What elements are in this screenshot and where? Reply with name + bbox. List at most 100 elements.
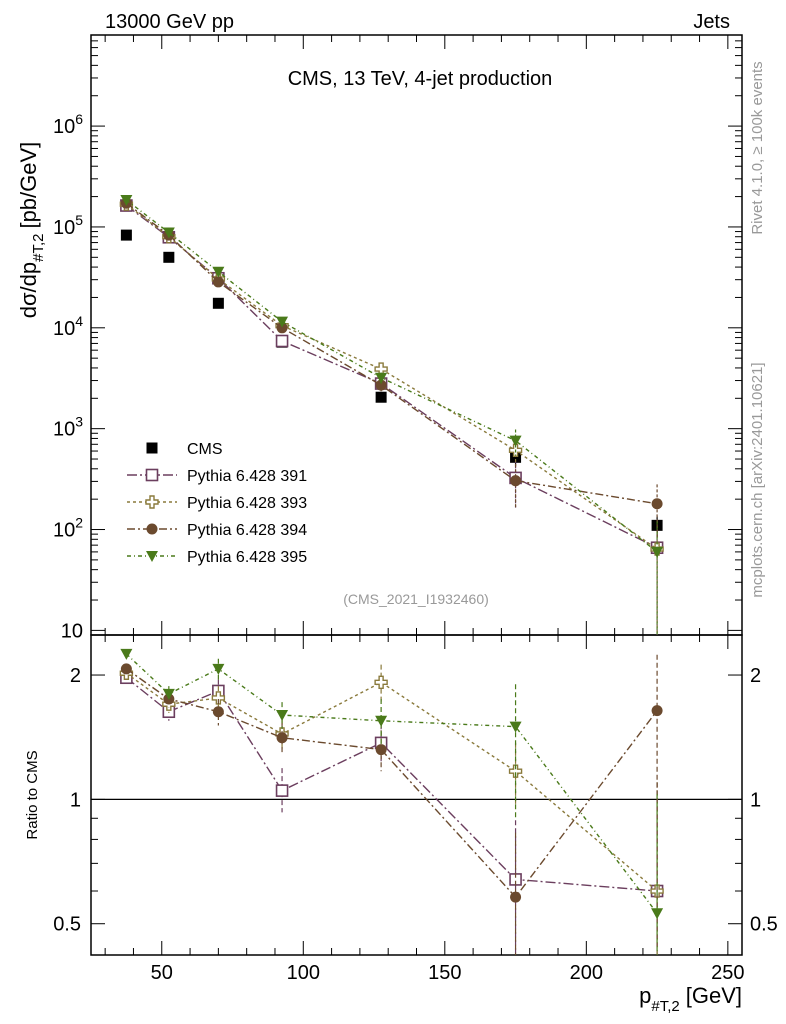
ratio-point-p394 bbox=[375, 744, 387, 756]
main-series-group bbox=[119, 194, 664, 635]
ratio-axis-ticks: 0.5 0.5 1 1 2 2 bbox=[53, 665, 778, 936]
legend-label-p393: Pythia 6.428 393 bbox=[187, 495, 307, 512]
main-point-cms bbox=[212, 297, 224, 309]
ratio-point-p395 bbox=[120, 648, 133, 660]
ratio-y-tick-label: 0.5 bbox=[53, 914, 81, 936]
main-point-p395 bbox=[162, 227, 175, 239]
main-y-tick-label-base: 10 bbox=[53, 116, 75, 138]
main-y-axis-label-unit: [pb/GeV] bbox=[16, 142, 41, 229]
ratio-point-p393 bbox=[211, 691, 226, 705]
legend-label-p394: Pythia 6.428 394 bbox=[187, 522, 307, 539]
main-point-p395 bbox=[120, 194, 133, 206]
main-y-tick-label-exp: 3 bbox=[75, 414, 83, 430]
ratio-y-tick-label: 2 bbox=[70, 665, 81, 687]
main-point-cms bbox=[510, 451, 522, 463]
main-point-p394 bbox=[510, 475, 522, 487]
main-point-p394 bbox=[651, 498, 663, 510]
ratio-point-p395 bbox=[162, 688, 175, 700]
ratio-line-p395 bbox=[125, 653, 658, 914]
ratio-line-p394 bbox=[125, 668, 658, 899]
main-y-tick-label-base: 10 bbox=[53, 318, 75, 340]
x-tick-label: 100 bbox=[287, 962, 320, 984]
main-point-cms bbox=[375, 391, 387, 403]
ratio-line-p391 bbox=[125, 677, 658, 892]
x-axis-label: p#T,2 [GeV] bbox=[639, 983, 742, 1015]
ratio-point-p395 bbox=[375, 715, 388, 727]
main-y-tick-label: 103 bbox=[53, 414, 83, 441]
main-y-axis-label-sub: #T,2 bbox=[30, 234, 47, 262]
legend-marker-cms bbox=[146, 442, 158, 454]
main-y-tick-label: 102 bbox=[53, 515, 83, 542]
ratio-point-p395 bbox=[509, 721, 522, 733]
main-y-axis-label: dσ/dp#T,2 [pb/GeV] bbox=[16, 142, 47, 319]
ratio-y-axis-label: Ratio to CMS bbox=[24, 750, 41, 839]
legend: CMS Pythia 6.428 391 Pythia 6.428 393 Pythi… bbox=[127, 441, 307, 566]
main-point-p395 bbox=[509, 435, 522, 447]
x-axis-label-unit: [GeV] bbox=[686, 983, 742, 1008]
main-point-cms bbox=[163, 251, 175, 263]
ratio-point-p394 bbox=[651, 705, 663, 717]
main-point-p395 bbox=[651, 546, 664, 558]
legend-label-p395: Pythia 6.428 395 bbox=[187, 549, 307, 566]
chart-title: CMS, 13 TeV, 4-jet production bbox=[288, 68, 553, 90]
ratio-series-group bbox=[119, 648, 664, 955]
ratio-point-p393 bbox=[374, 675, 388, 690]
x-tick-label: 50 bbox=[151, 962, 173, 984]
main-y-tick-label: 105 bbox=[53, 212, 83, 239]
legend-marker-p393 bbox=[145, 495, 159, 509]
main-y-tick-label: 106 bbox=[53, 111, 83, 138]
main-y-tick-label: 104 bbox=[53, 313, 83, 340]
main-point-p395 bbox=[212, 266, 225, 278]
main-point-p395 bbox=[375, 372, 388, 384]
legend-label-cms: CMS bbox=[187, 441, 223, 458]
main-point-cms bbox=[120, 229, 132, 241]
main-y-tick-label-exp: 6 bbox=[75, 111, 83, 127]
legend-marker-p391 bbox=[145, 468, 159, 482]
rivet-version-label: Rivet 4.1.0, ≥ 100k events bbox=[749, 61, 766, 234]
legend-marker-p394 bbox=[146, 523, 158, 535]
ratio-panel-frame bbox=[90, 634, 743, 956]
main-y-tick-label-base: 10 bbox=[61, 620, 83, 642]
x-tick-label: 200 bbox=[570, 962, 603, 984]
x-axis-label-sub: #T,2 bbox=[651, 998, 679, 1015]
ratio-point-p394 bbox=[510, 891, 522, 903]
ratio-point-p393 bbox=[508, 764, 523, 778]
ratio-point-p394 bbox=[276, 732, 288, 744]
main-y-tick-label-exp: 2 bbox=[75, 515, 83, 531]
header-left-label: 13000 GeV pp bbox=[105, 11, 234, 33]
main-point-p394 bbox=[276, 322, 288, 334]
main-y-tick-label: 10 bbox=[61, 620, 83, 642]
header-right-label: Jets bbox=[693, 11, 730, 33]
main-y-tick-label-exp: 4 bbox=[75, 313, 83, 329]
ratio-line-p393 bbox=[125, 672, 658, 892]
x-tick-label: 250 bbox=[711, 962, 744, 984]
ratio-y-tick-label-right: 0.5 bbox=[750, 914, 778, 936]
main-point-p394 bbox=[212, 276, 224, 288]
main-point-p394 bbox=[375, 379, 387, 391]
legend-marker-p395 bbox=[146, 551, 158, 562]
main-point-p395 bbox=[276, 316, 289, 328]
ratio-point-p395 bbox=[651, 908, 664, 920]
ratio-y-tick-label-right: 2 bbox=[750, 665, 761, 687]
x-axis-label-main: p bbox=[639, 983, 651, 1008]
x-tick-label: 150 bbox=[428, 962, 461, 984]
mcplots-label: mcplots.cern.ch [arXiv:2401.10621] bbox=[749, 362, 766, 597]
main-y-tick-label-base: 10 bbox=[53, 419, 75, 441]
main-y-tick-label-base: 10 bbox=[53, 520, 75, 542]
ratio-y-tick-label-right: 1 bbox=[750, 789, 761, 811]
ratio-y-tick-label: 1 bbox=[70, 789, 81, 811]
main-panel-frame bbox=[90, 34, 743, 636]
ratio-point-p395 bbox=[276, 710, 289, 722]
x-axis-ticks: 50 100 150 200 250 bbox=[104, 35, 745, 984]
analysis-id-label: (CMS_2021_I1932460) bbox=[343, 591, 489, 607]
ratio-point-p391 bbox=[275, 784, 289, 797]
main-y-tick-label-base: 10 bbox=[53, 217, 75, 239]
ratio-point-p394 bbox=[120, 663, 132, 675]
main-line-p394 bbox=[125, 202, 658, 505]
main-point-p391 bbox=[275, 334, 289, 348]
main-y-tick-label-exp: 5 bbox=[75, 212, 83, 228]
ratio-point-p395 bbox=[212, 663, 225, 675]
main-y-axis-label-main: dσ/dp bbox=[16, 262, 41, 318]
